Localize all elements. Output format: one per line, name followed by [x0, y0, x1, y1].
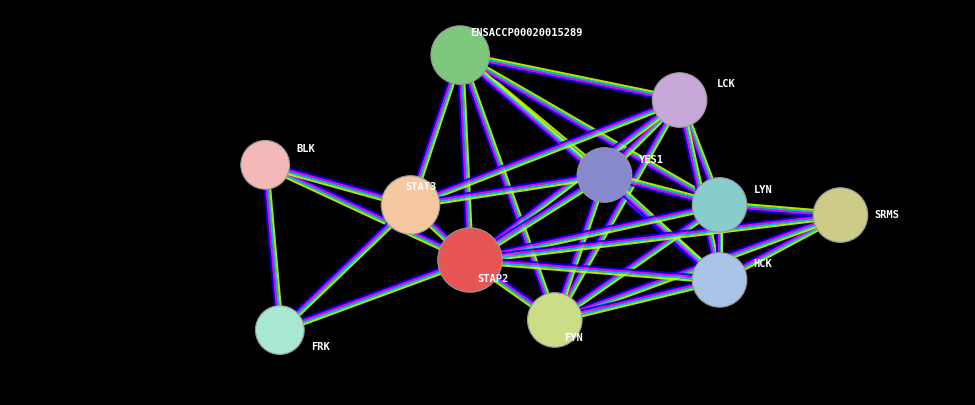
Ellipse shape — [527, 293, 582, 347]
Ellipse shape — [255, 306, 304, 354]
Text: HCK: HCK — [754, 260, 772, 269]
Text: LCK: LCK — [717, 79, 735, 89]
Ellipse shape — [813, 188, 868, 242]
Ellipse shape — [692, 178, 747, 232]
Text: SRMS: SRMS — [875, 210, 900, 220]
Ellipse shape — [652, 73, 707, 127]
Text: FYN: FYN — [565, 333, 583, 343]
Text: FRK: FRK — [311, 342, 330, 352]
Ellipse shape — [577, 148, 632, 202]
Text: YES1: YES1 — [639, 155, 664, 164]
Ellipse shape — [692, 253, 747, 307]
Ellipse shape — [438, 228, 502, 292]
Ellipse shape — [431, 26, 489, 84]
Ellipse shape — [241, 141, 290, 189]
Text: BLK: BLK — [296, 145, 315, 154]
Text: STAP2: STAP2 — [478, 275, 509, 284]
Text: ENSACCP00020015289: ENSACCP00020015289 — [470, 28, 582, 38]
Text: STAT3: STAT3 — [406, 182, 437, 192]
Ellipse shape — [381, 176, 440, 234]
Text: LYN: LYN — [754, 185, 772, 194]
